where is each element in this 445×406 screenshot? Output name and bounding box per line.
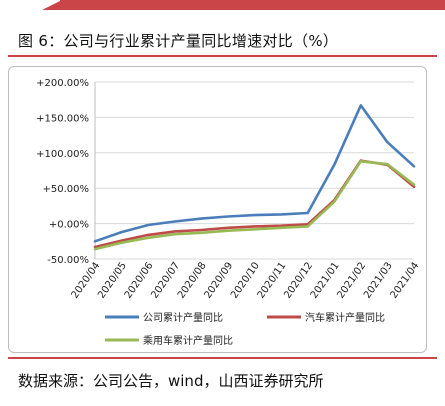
- legend-label: 公司累计产量同比: [143, 311, 223, 324]
- y-tick-label: +0.00%: [49, 220, 89, 231]
- accent-bar: [60, 0, 445, 10]
- y-tick-label: +100.00%: [36, 149, 89, 160]
- accent-slant: [42, 0, 62, 10]
- chart-frame: -50.00% +0.00% +50.00% +100.00% +150.00% +200…: [8, 66, 427, 353]
- y-tick-label: -50.00%: [47, 255, 89, 266]
- figure-title: 图 6：公司与行业累计产量同比增速对比（%）: [18, 32, 339, 50]
- figure-header: 图 6：公司与行业累计产量同比增速对比（%）: [18, 30, 435, 54]
- y-tick-label: +50.00%: [42, 184, 89, 195]
- y-tick-label: +200.00%: [36, 78, 89, 89]
- legend-label: 汽车累计产量同比: [305, 311, 385, 324]
- legend-label: 乘用车累计产量同比: [143, 334, 233, 347]
- title-rule: [8, 55, 437, 57]
- source-rule: [8, 357, 437, 359]
- source-note: 数据来源：公司公告，wind，山西证券研究所: [18, 372, 324, 390]
- series-line: [93, 160, 416, 251]
- series-line: [93, 104, 416, 243]
- series-line: [93, 159, 416, 249]
- line-chart: -50.00% +0.00% +50.00% +100.00% +150.00% +200…: [36, 78, 421, 347]
- y-tick-label: +150.00%: [36, 113, 89, 124]
- top-accent-band: [0, 0, 445, 14]
